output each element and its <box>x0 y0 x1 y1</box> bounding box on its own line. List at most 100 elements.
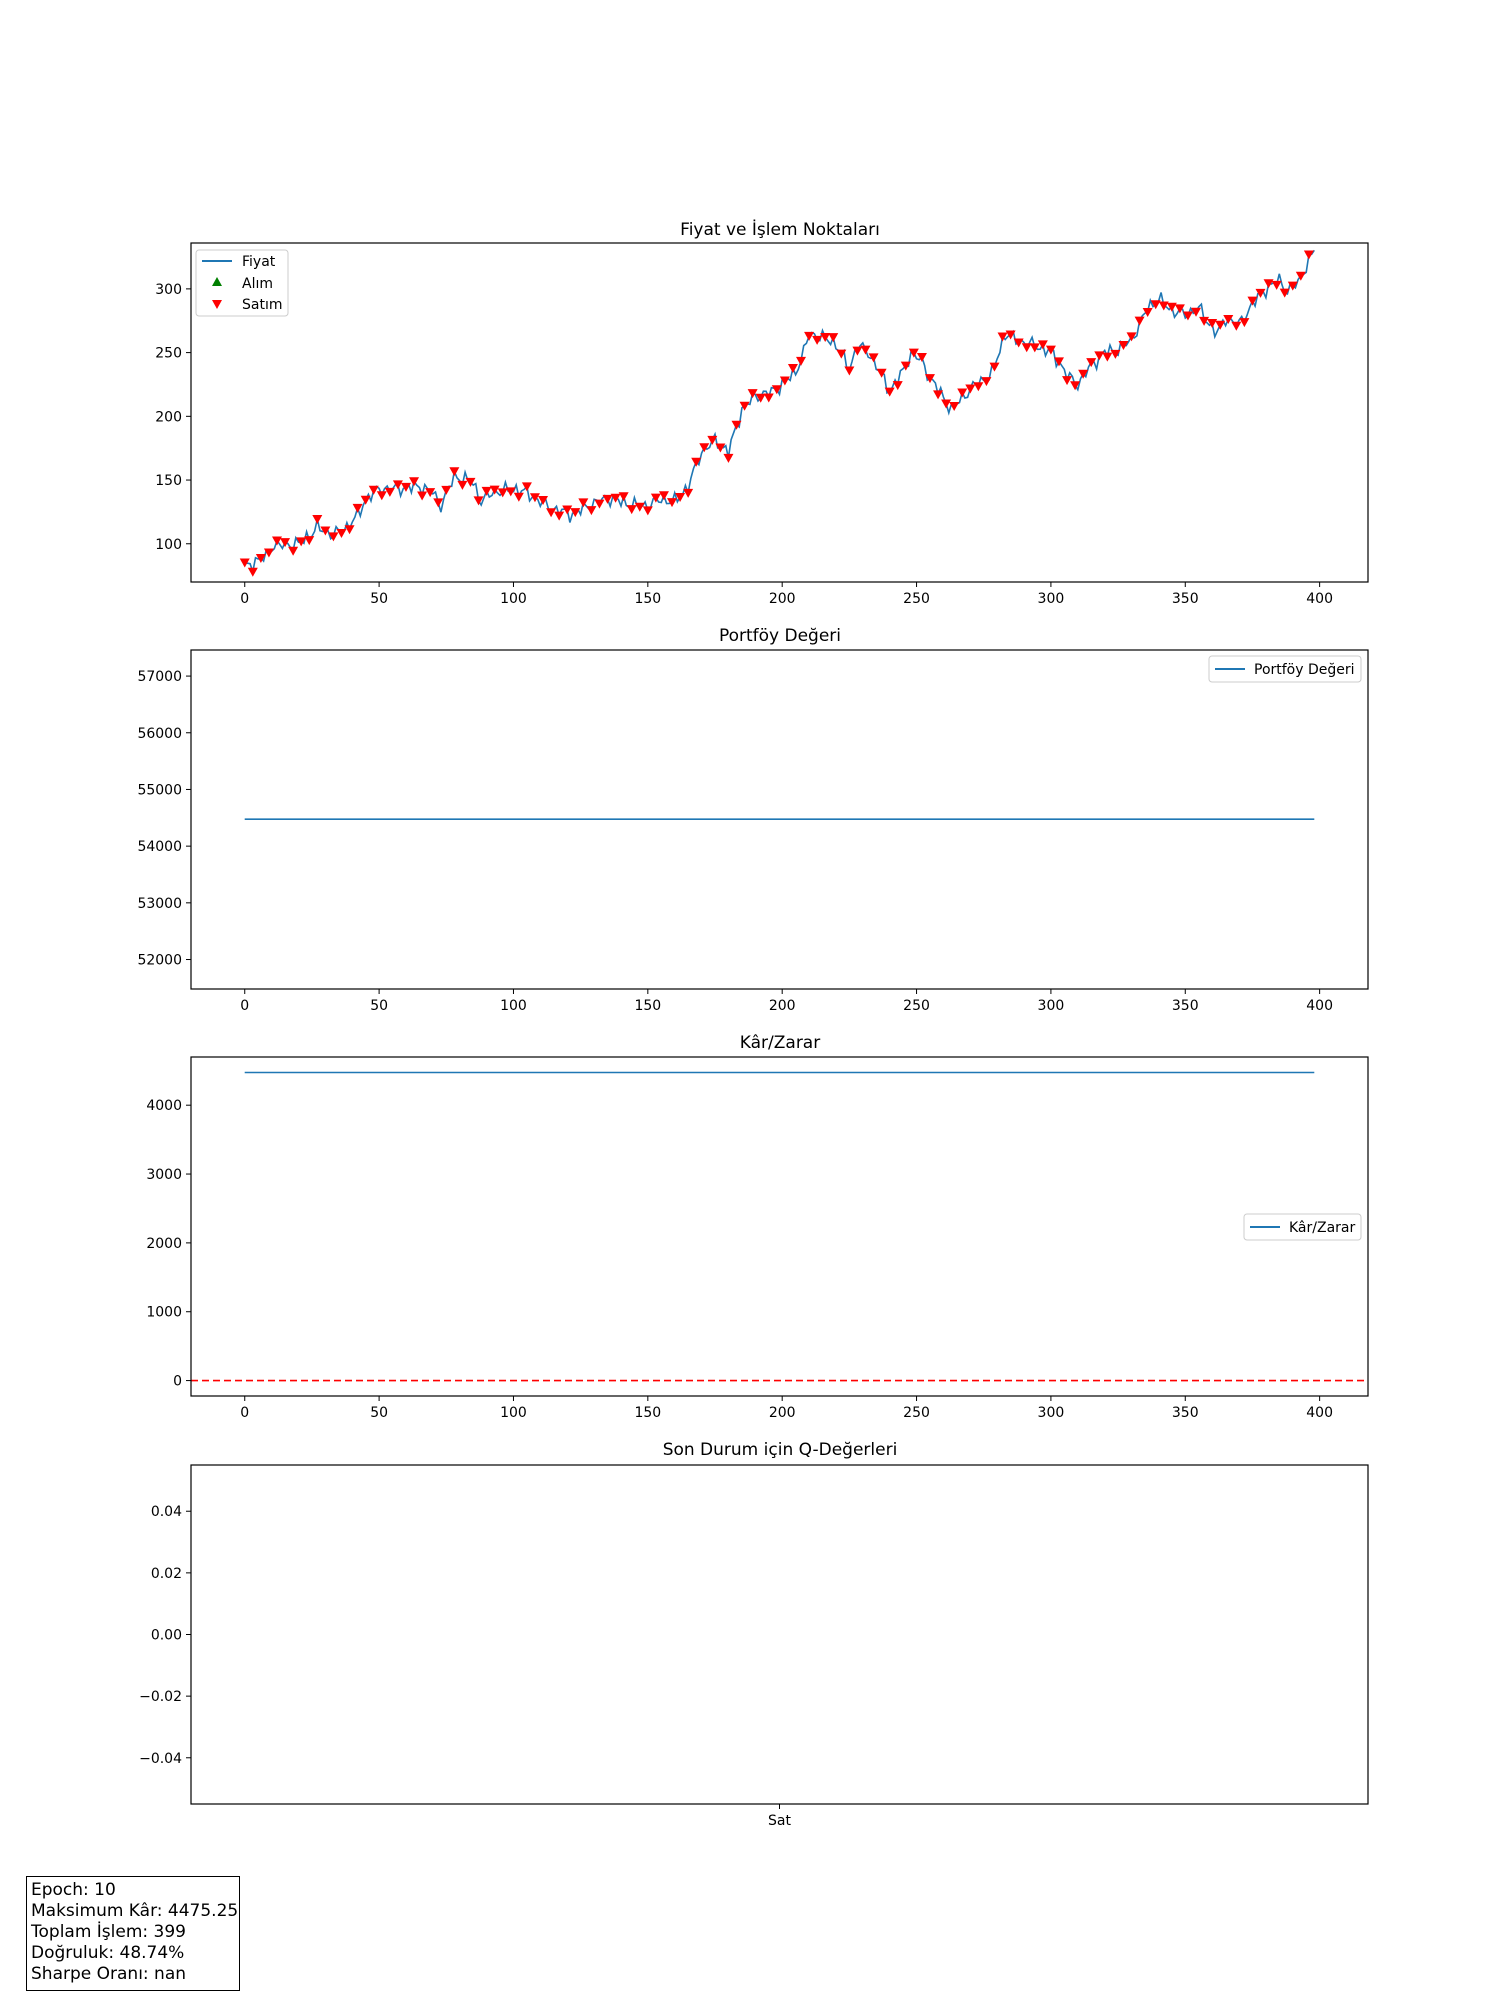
price-x-axis: 0 50 100 150 200 250 300 350 400 <box>240 582 1333 607</box>
sell-marker <box>836 349 847 359</box>
sell-marker <box>570 508 581 518</box>
y-tick-label: 2000 <box>146 1236 182 1252</box>
profit-loss-legend-box <box>1243 1213 1362 1241</box>
y-tick-label: 55000 <box>137 782 182 798</box>
y-tick-label: 4000 <box>146 1098 182 1114</box>
sell-marker <box>417 491 428 501</box>
y-tick-label: 100 <box>155 537 182 553</box>
sell-marker <box>763 393 774 403</box>
q-values-axes-frame <box>190 1464 1369 1805</box>
x-tick-label: 300 <box>1038 591 1065 607</box>
sell-marker <box>594 499 605 509</box>
x-tick-label: 0 <box>240 998 249 1014</box>
x-tick-label: 100 <box>500 1405 527 1421</box>
x-tick-label: 150 <box>634 1405 661 1421</box>
sell-marker <box>916 352 927 362</box>
sell-marker <box>1191 307 1202 317</box>
sell-marker <box>288 546 299 556</box>
sell-marker <box>1231 321 1242 331</box>
sell-marker <box>1126 332 1137 342</box>
sell-marker <box>1134 316 1145 326</box>
y-tick-label: 300 <box>155 282 182 298</box>
legend-alim-marker <box>212 277 222 286</box>
y-tick-label: 200 <box>155 409 182 425</box>
sell-marker <box>360 495 371 505</box>
profit-loss-panel: Kâr/Zarar 0 50 100 150 200 250 300 350 400 0 1000… <box>146 1033 1369 1421</box>
sell-marker <box>1102 352 1113 362</box>
sell-marker <box>538 495 549 505</box>
sell-marker <box>271 536 282 546</box>
sell-marker <box>1174 304 1185 314</box>
sell-marker <box>731 420 742 430</box>
x-tick-label: 250 <box>903 998 930 1014</box>
stat-accuracy: Doğruluk: 48.74% <box>31 1943 185 1963</box>
sell-marker <box>699 443 710 453</box>
sell-marker <box>384 487 395 497</box>
sell-marker <box>868 353 879 363</box>
x-tick-label: 0 <box>240 591 249 607</box>
sell-marker <box>425 488 436 498</box>
sell-marker <box>554 511 565 521</box>
profit-loss-legend: Kâr/Zarar <box>1243 1213 1362 1241</box>
sell-marker <box>787 363 798 373</box>
sell-marker <box>667 498 678 508</box>
price-chart-title: Fiyat ve İşlem Noktaları <box>680 219 880 240</box>
sell-marker <box>1263 279 1274 289</box>
x-tick-label: 0 <box>240 1405 249 1421</box>
sell-marker <box>400 482 411 492</box>
sell-marker <box>949 401 960 411</box>
sell-marker <box>1045 345 1056 355</box>
q-values-y-axis: −0.04 −0.02 0.00 0.02 0.04 <box>139 1504 191 1767</box>
x-tick-label: 50 <box>370 1405 388 1421</box>
sell-marker <box>457 480 468 490</box>
sell-marker <box>634 502 645 512</box>
sell-marker <box>263 548 274 558</box>
sell-marker <box>521 482 532 492</box>
sell-marker <box>1255 288 1266 298</box>
x-tick-label: 400 <box>1306 998 1333 1014</box>
sell-marker <box>1295 271 1306 281</box>
sell-marker <box>239 558 250 568</box>
portfolio-axes-frame <box>190 649 1369 990</box>
x-tick-label: 250 <box>903 1405 930 1421</box>
sell-marker <box>1037 340 1048 350</box>
sell-marker <box>997 332 1008 342</box>
profit-loss-chart-title: Kâr/Zarar <box>740 1033 820 1053</box>
y-tick-label: 56000 <box>137 726 182 742</box>
price-line <box>244 249 1315 575</box>
sell-marker <box>812 335 823 345</box>
y-tick-label: −0.04 <box>139 1751 182 1767</box>
legend-satim-marker <box>212 300 222 309</box>
sell-marker <box>820 333 831 343</box>
x-tick-label: 200 <box>769 1405 796 1421</box>
y-tick-label: 250 <box>155 346 182 362</box>
sell-marker <box>1029 343 1040 353</box>
x-tick-label: 200 <box>769 591 796 607</box>
sell-marker <box>602 494 613 504</box>
x-tick-label: 300 <box>1038 1405 1065 1421</box>
x-tick-label: 50 <box>370 591 388 607</box>
q-values-panel: Son Durum için Q-Değerleri Sat −0.04−0.0… <box>139 1440 1369 1829</box>
y-tick-label: 0 <box>173 1374 182 1390</box>
y-tick-label: 1000 <box>146 1305 182 1321</box>
sell-marker <box>409 477 420 487</box>
sell-marker <box>505 487 516 497</box>
x-tick-label: 50 <box>370 998 388 1014</box>
x-tick-label: 350 <box>1172 1405 1199 1421</box>
sell-marker <box>707 435 718 445</box>
sell-marker <box>1142 308 1153 318</box>
sell-marker <box>1053 357 1064 367</box>
sell-marker <box>1158 301 1169 311</box>
stat-epoch: Epoch: 10 <box>31 1880 116 1900</box>
sell-marker <box>804 331 815 341</box>
price-trades-panel: Fiyat ve İşlem Noktaları 0 50 100 150 200 250… <box>155 219 1369 607</box>
sell-marker <box>255 553 266 563</box>
portfolio-legend: Portföy Değeri <box>1208 655 1362 683</box>
sell-marker <box>1207 319 1218 329</box>
legend-satim-label: Satım <box>242 297 282 313</box>
profit-loss-axes-frame <box>190 1056 1369 1397</box>
y-tick-label: 53000 <box>137 896 182 912</box>
price-y-axis: 100 150 200 250 300 <box>155 282 191 553</box>
sell-marker <box>586 506 597 516</box>
